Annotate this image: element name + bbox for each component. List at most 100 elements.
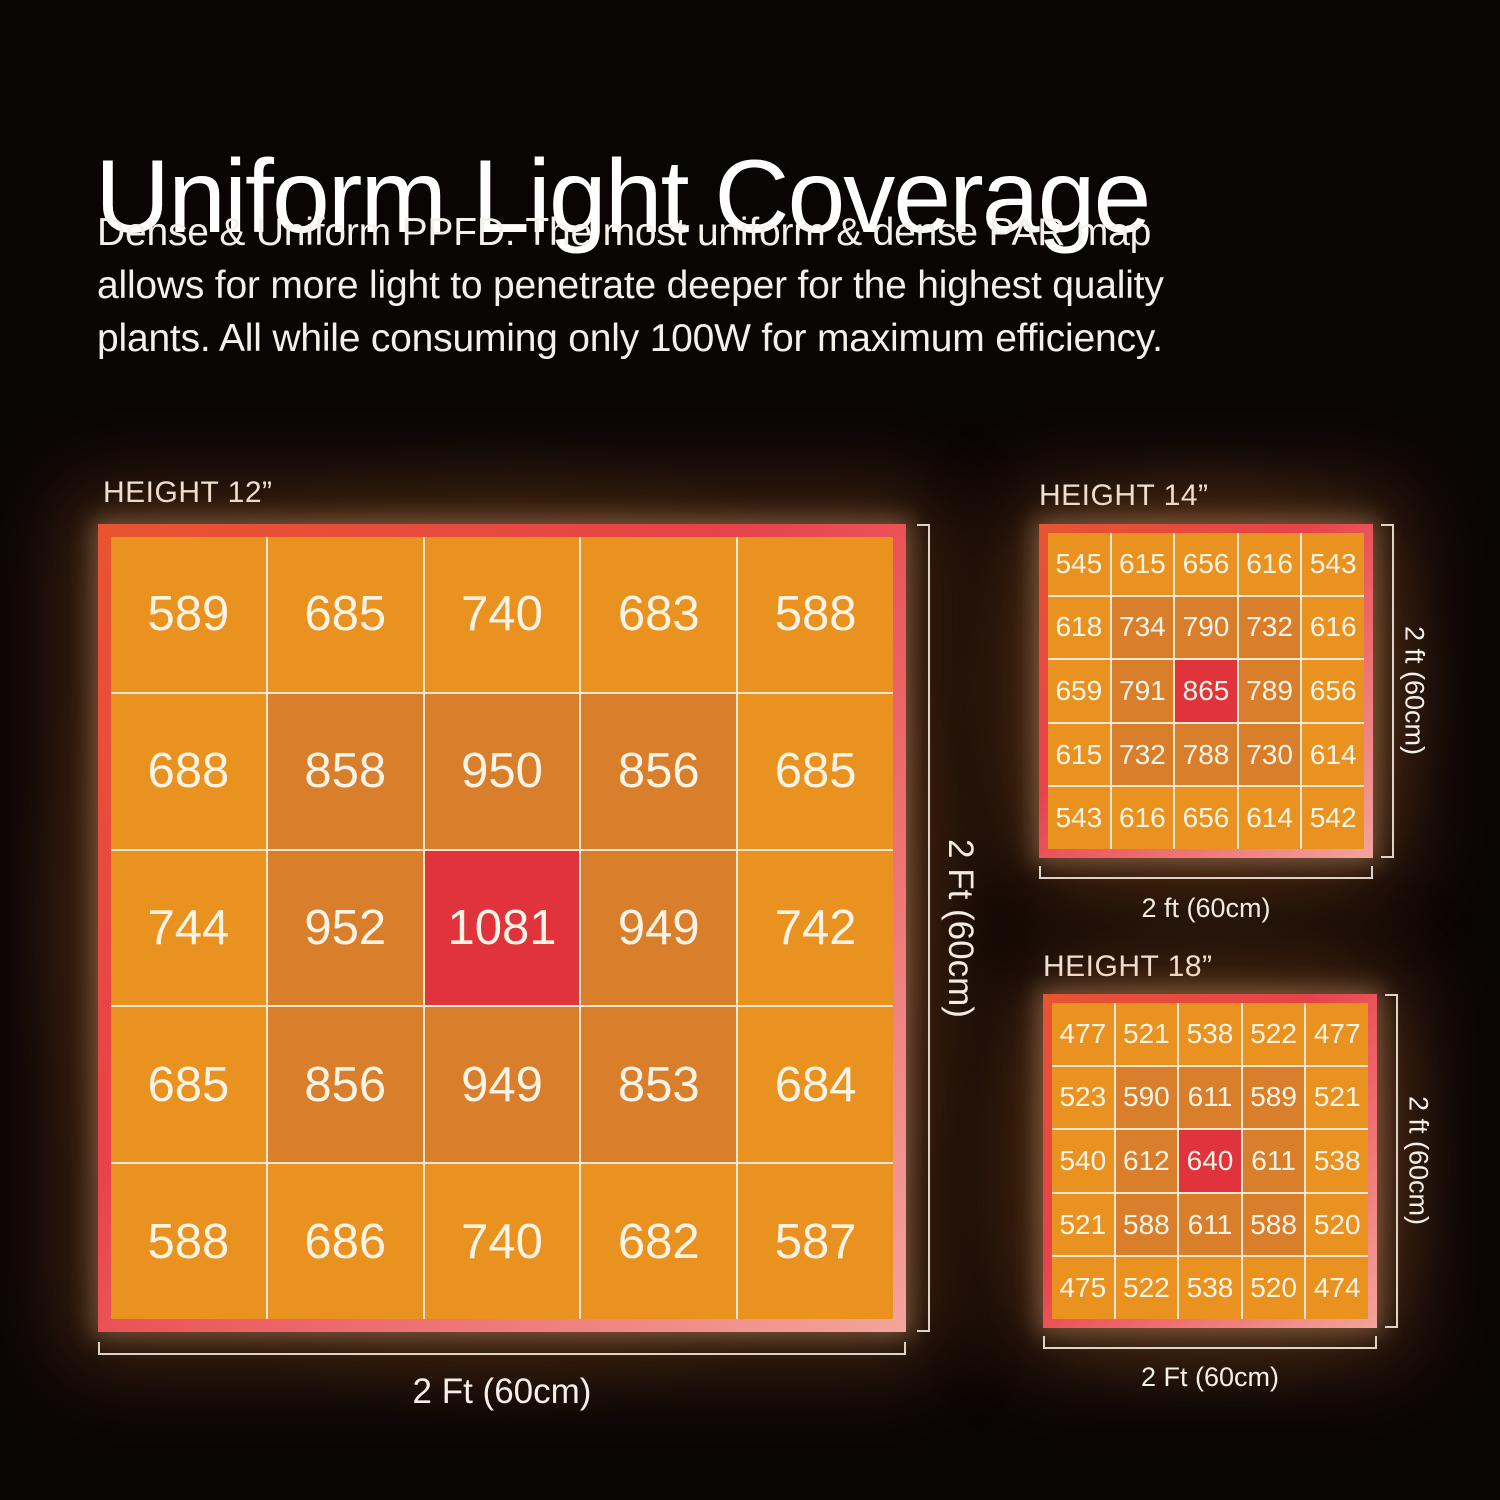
height-measure-bracket-12 — [917, 524, 930, 1332]
heatmap-cell: 949 — [581, 850, 737, 1006]
width-measure-bracket-12 — [98, 1342, 906, 1355]
heatmap-cell: 659 — [1048, 660, 1110, 722]
heatmap-cell: 475 — [1052, 1257, 1114, 1319]
heatmap-cell: 740 — [424, 1164, 580, 1319]
heatmap-cell: 538 — [1179, 1257, 1241, 1319]
heatmap-cell: 545 — [1048, 533, 1110, 595]
heatmap-cell: 615 — [1048, 723, 1110, 786]
height-measure-bracket-14 — [1381, 524, 1394, 858]
heatmap-cell: 684 — [738, 1007, 893, 1163]
heatmap-cell: 616 — [1302, 596, 1364, 659]
heatmap-cell: 858 — [267, 693, 423, 849]
heatmap-cell: 477 — [1052, 1003, 1114, 1065]
heatmap-cell: 865 — [1175, 660, 1237, 722]
heatmap-cell: 949 — [424, 1007, 580, 1163]
height-measure-label-12: 2 Ft (60cm) — [941, 838, 980, 1018]
heatmap-cell: 788 — [1175, 723, 1237, 786]
heatmap-cell: 477 — [1306, 1003, 1368, 1065]
heatmap-cell: 856 — [581, 693, 737, 849]
heatmap-cell: 856 — [267, 1007, 423, 1163]
heatmap-cell: 789 — [1238, 660, 1301, 722]
heatmap-cell: 543 — [1302, 533, 1364, 595]
heatmap-cell: 521 — [1115, 1003, 1178, 1065]
heatmap-cell: 656 — [1302, 660, 1364, 722]
heatmap-cell: 615 — [1111, 533, 1174, 595]
heatmap-title-height-14: HEIGHT 14” — [1039, 479, 1209, 512]
heatmap-cell: 588 — [1115, 1193, 1178, 1256]
width-measure-bracket-18 — [1043, 1336, 1377, 1349]
heatmap-grid-height-18: 477 521 538 522 477 523 590 611 589 521 540 612 640 6… — [1052, 1003, 1368, 1319]
heatmap-cell: 686 — [267, 1164, 423, 1319]
heatmap-cell: 611 — [1179, 1066, 1241, 1129]
heatmap-cell: 618 — [1048, 596, 1110, 659]
page-description-line-3: plants. All while consuming only 100W fo… — [97, 317, 1163, 360]
heatmap-cell: 685 — [738, 693, 893, 849]
heatmap-cell: 542 — [1302, 787, 1364, 849]
heatmap-cell: 688 — [111, 693, 266, 849]
heatmap-cell: 744 — [111, 850, 266, 1006]
page-description: Dense & Uniform PPFD. The most uniform &… — [97, 206, 1164, 365]
heatmap-cell: 521 — [1306, 1066, 1368, 1129]
height-measure-bracket-18 — [1385, 994, 1398, 1328]
heatmap-cell: 732 — [1238, 596, 1301, 659]
heatmap-cell: 853 — [581, 1007, 737, 1163]
height-measure-label-18: 2 ft (60cm) — [1403, 1096, 1434, 1226]
heatmap-cell: 522 — [1115, 1257, 1178, 1319]
heatmap-cell: 656 — [1175, 787, 1237, 849]
heatmap-cell: 612 — [1115, 1130, 1178, 1192]
heatmap-cell: 683 — [581, 537, 737, 692]
heatmap-cell: 522 — [1242, 1003, 1305, 1065]
heatmap-cell: 791 — [1111, 660, 1174, 722]
heatmap-cell: 685 — [267, 537, 423, 692]
heatmap-cell: 520 — [1242, 1257, 1305, 1319]
heatmap-cell: 538 — [1179, 1003, 1241, 1065]
width-measure-label-18: 2 Ft (60cm) — [1140, 1362, 1280, 1392]
heatmap-cell: 611 — [1242, 1130, 1305, 1192]
heatmap-cell: 640 — [1179, 1130, 1241, 1192]
heatmap-cell: 656 — [1175, 533, 1237, 595]
heatmap-cell: 742 — [738, 850, 893, 1006]
heatmap-cell: 734 — [1111, 596, 1174, 659]
width-measure-label-14: 2 ft (60cm) — [1141, 893, 1271, 923]
heatmap-cell: 616 — [1111, 787, 1174, 849]
heatmap-cell: 520 — [1306, 1193, 1368, 1256]
heatmap-frame-height-12: 589 685 740 683 588 688 858 950 856 685 744 952 1081… — [98, 524, 906, 1332]
heatmap-cell: 952 — [267, 850, 423, 1006]
heatmap-cell: 732 — [1111, 723, 1174, 786]
heatmap-title-height-18: HEIGHT 18” — [1043, 950, 1213, 983]
heatmap-grid-height-14: 545 615 656 616 543 618 734 790 732 616 659 791 865 7… — [1048, 533, 1364, 849]
heatmap-cell: 543 — [1048, 787, 1110, 849]
heatmap-title-height-12: HEIGHT 12” — [103, 476, 273, 509]
width-measure-bracket-14 — [1039, 866, 1373, 879]
height-measure-label-14: 2 ft (60cm) — [1399, 626, 1430, 756]
heatmap-cell: 730 — [1238, 723, 1301, 786]
heatmap-cell: 589 — [111, 537, 266, 692]
heatmap-cell: 1081 — [424, 850, 580, 1006]
heatmap-cell: 521 — [1052, 1193, 1114, 1256]
heatmap-cell: 682 — [581, 1164, 737, 1319]
width-measure-label-12: 2 Ft (60cm) — [412, 1372, 592, 1411]
heatmap-cell: 950 — [424, 693, 580, 849]
heatmap-cell: 614 — [1302, 723, 1364, 786]
heatmap-frame-height-14: 545 615 656 616 543 618 734 790 732 616 659 791 865 7… — [1039, 524, 1373, 858]
heatmap-cell: 614 — [1238, 787, 1301, 849]
page-description-line-1: Dense & Uniform PPFD. The most uniform &… — [97, 211, 1152, 254]
heatmap-cell: 588 — [111, 1164, 266, 1319]
heatmap-cell: 523 — [1052, 1066, 1114, 1129]
heatmap-cell: 538 — [1306, 1130, 1368, 1192]
heatmap-cell: 685 — [111, 1007, 266, 1163]
heatmap-cell: 587 — [738, 1164, 893, 1319]
heatmap-cell: 540 — [1052, 1130, 1114, 1192]
heatmap-cell: 616 — [1238, 533, 1301, 595]
heatmap-cell: 611 — [1179, 1193, 1241, 1256]
heatmap-cell: 740 — [424, 537, 580, 692]
heatmap-cell: 588 — [1242, 1193, 1305, 1256]
heatmap-cell: 474 — [1306, 1257, 1368, 1319]
page-description-line-2: allows for more light to penetrate deepe… — [97, 264, 1164, 307]
heatmap-frame-height-18: 477 521 538 522 477 523 590 611 589 521 540 612 640 6… — [1043, 994, 1377, 1328]
heatmap-cell: 588 — [738, 537, 893, 692]
heatmap-cell: 590 — [1115, 1066, 1178, 1129]
heatmap-cell: 790 — [1175, 596, 1237, 659]
page-title: Uniform Light Coverage — [95, 138, 1151, 255]
